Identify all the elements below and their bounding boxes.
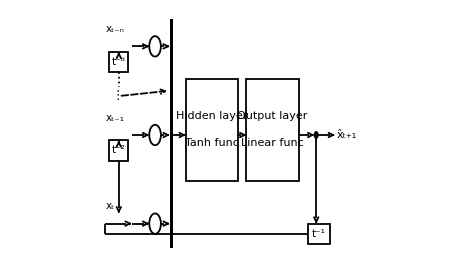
Text: xₜ₋ₙ: xₜ₋ₙ — [105, 24, 124, 34]
Text: xₜ: xₜ — [105, 201, 115, 211]
Bar — [170, 19, 173, 248]
Text: ⋮: ⋮ — [111, 89, 124, 102]
Text: Linear func: Linear func — [241, 138, 304, 148]
Bar — [109, 140, 128, 161]
Text: t⁻¹: t⁻¹ — [312, 229, 326, 239]
Text: xₜ₋₁: xₜ₋₁ — [105, 113, 124, 123]
Text: Output layer: Output layer — [237, 111, 308, 121]
Ellipse shape — [314, 132, 318, 138]
Bar — [109, 52, 128, 72]
Text: Tanh func: Tanh func — [185, 138, 239, 148]
Text: t⁻²: t⁻² — [112, 146, 126, 156]
Text: Hidden layer: Hidden layer — [176, 111, 248, 121]
Bar — [308, 224, 330, 244]
Bar — [186, 79, 238, 181]
Text: t⁻ᵈ: t⁻ᵈ — [112, 57, 126, 67]
Text: x̂ₜ₊₁: x̂ₜ₊₁ — [337, 130, 356, 140]
Bar — [246, 79, 299, 181]
